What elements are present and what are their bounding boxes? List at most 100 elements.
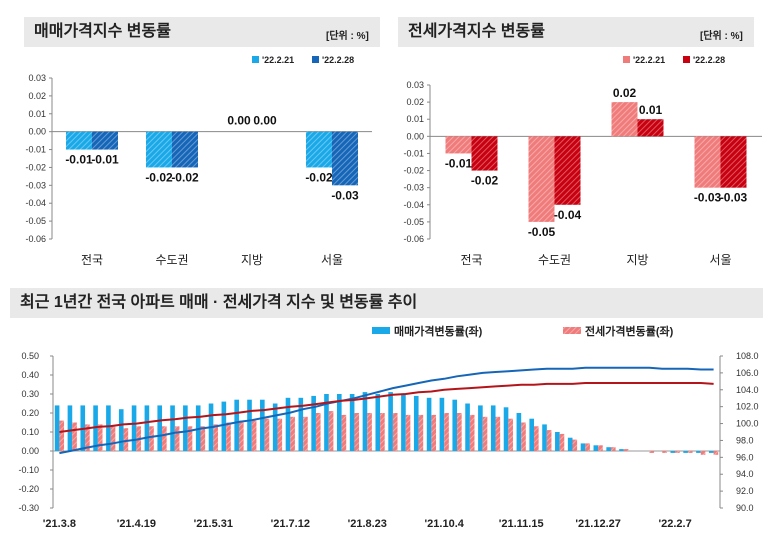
- jeonse-category-label: 서울: [709, 253, 731, 267]
- trend-right-tick-label: 98.0: [736, 435, 754, 445]
- jeonse-y-tick-label: -0.01: [403, 148, 424, 158]
- trend-bar: [534, 426, 539, 451]
- sale-data-label: -0.01: [65, 153, 93, 167]
- jeonse-data-label: -0.04: [554, 208, 582, 222]
- trend-index-line: [59, 382, 714, 433]
- trend-bar: [131, 405, 137, 451]
- trend-bar: [670, 451, 676, 453]
- sale-y-tick-label: 0.02: [28, 91, 46, 101]
- sale-y-tick-label: -0.05: [25, 216, 46, 226]
- trend-bar: [418, 414, 424, 451]
- trend-bar: [580, 443, 586, 451]
- trend-bar: [405, 414, 411, 451]
- jeonse-bar: [611, 102, 638, 137]
- sale-data-label: 0.00: [227, 114, 251, 128]
- trend-bar: [375, 394, 381, 451]
- jeonse-data-label: -0.03: [694, 191, 722, 205]
- jeonse-bar: [471, 136, 498, 171]
- trend-bar: [221, 401, 227, 451]
- trend-x-tick-label: '21.12.27: [575, 518, 620, 530]
- jeonse-panel-title: 전세가격지수 변동률: [398, 17, 754, 47]
- jeonse-bar: [445, 136, 472, 154]
- trend-bar: [285, 397, 291, 451]
- trend-bar: [54, 405, 60, 451]
- jeonse-bar: [694, 136, 721, 188]
- trend-bar: [118, 409, 124, 451]
- trend-bar: [529, 418, 535, 451]
- trend-bar: [452, 399, 458, 451]
- jeonse-bar: [528, 136, 555, 222]
- sale-y-tick-label: -0.06: [25, 234, 46, 244]
- trend-bar: [619, 449, 624, 451]
- trend-bar: [469, 414, 475, 451]
- trend-bar: [508, 418, 513, 451]
- trend-bar: [187, 426, 193, 451]
- trend-bar: [555, 432, 560, 451]
- jeonse-unit-label: [단위 : %]: [700, 31, 743, 42]
- jeonse-category-label: 지방: [626, 253, 648, 267]
- trend-bar: [585, 443, 590, 451]
- trend-bar: [683, 451, 688, 453]
- trend-bar: [144, 405, 150, 451]
- trend-bar: [696, 451, 701, 453]
- sale-data-label: -0.01: [91, 153, 119, 167]
- trend-bar: [662, 451, 667, 453]
- sale-bar: [66, 131, 92, 150]
- jeonse-y-tick-label: -0.06: [403, 234, 424, 244]
- jeonse-category-label: 수도권: [538, 253, 571, 267]
- trend-bar: [264, 418, 270, 451]
- trend-bar: [290, 416, 295, 451]
- trend-chart: 0.50 0.40 0.30 0.20 0.10 0.00 -0.10 -0.20 -0.30 1…: [18, 324, 759, 530]
- sale-bar: [332, 131, 358, 186]
- jeonse-legend-label: '22.2.21: [633, 55, 665, 65]
- trend-bar: [713, 451, 719, 455]
- trend-bar: [572, 439, 578, 451]
- trend-y-tick-label: -0.10: [18, 465, 39, 475]
- trend-bar: [341, 414, 347, 451]
- trend-x-tick-label: '21.11.15: [499, 518, 544, 530]
- trend-bar: [162, 426, 167, 451]
- trend-bar: [559, 433, 565, 451]
- trend-bar: [354, 413, 360, 451]
- trend-bar: [336, 394, 342, 451]
- trend-bar: [388, 392, 393, 451]
- trend-bar: [700, 451, 706, 455]
- trend-legend-swatch: [563, 327, 581, 334]
- trend-right-tick-label: 96.0: [736, 452, 754, 462]
- jeonse-legend-label: '22.2.28: [693, 55, 725, 65]
- trend-bar: [110, 426, 116, 451]
- trend-bar: [226, 422, 231, 451]
- trend-panel-title: 최근 1년간 전국 아파트 매매 · 전세가격 지수 및 변동률 추이: [10, 288, 763, 318]
- jeonse-bar: [720, 136, 747, 188]
- trend-bar: [431, 414, 437, 451]
- sale-bar: [92, 131, 118, 150]
- trend-bar: [97, 424, 103, 451]
- trend-right-tick-label: 108.0: [736, 351, 759, 361]
- sale-data-label: -0.02: [145, 170, 173, 184]
- trend-legend-label: 매매가격변동률(좌): [394, 324, 483, 338]
- trend-bar: [234, 399, 239, 451]
- trend-bar: [170, 405, 175, 451]
- trend-bar: [149, 426, 154, 451]
- trend-y-tick-label: 0.10: [21, 427, 39, 437]
- trend-x-tick-label: '22.2.7: [659, 518, 692, 530]
- trend-y-tick-label: -0.20: [18, 484, 39, 494]
- sale-y-tick-label: -0.04: [25, 198, 46, 208]
- trend-y-tick-label: -0.30: [18, 503, 39, 513]
- trend-bar: [328, 411, 334, 451]
- trend-bar: [413, 395, 419, 451]
- sale-bar: [172, 131, 198, 168]
- jeonse-bar: [637, 119, 664, 137]
- sale-legend-swatch: [312, 56, 319, 63]
- trend-bar: [213, 424, 218, 451]
- trend-x-tick-label: '21.7.12: [271, 518, 310, 530]
- sale-change-chart: 0.03 0.02 0.01 0.00 -0.01 -0.02 -0.03 -0.04 -0.0…: [25, 55, 372, 267]
- trend-bar: [598, 445, 603, 451]
- trend-bar: [174, 426, 180, 451]
- trend-x-tick-label: '21.10.4: [425, 518, 465, 530]
- jeonse-change-chart: 0.030.020.010.00-0.01-0.02-0.03-0.04-0.0…: [403, 55, 762, 267]
- trend-bar: [606, 447, 611, 451]
- jeonse-legend-swatch: [683, 56, 690, 63]
- trend-right-tick-label: 94.0: [736, 469, 754, 479]
- sale-y-tick-label: 0.00: [28, 127, 46, 137]
